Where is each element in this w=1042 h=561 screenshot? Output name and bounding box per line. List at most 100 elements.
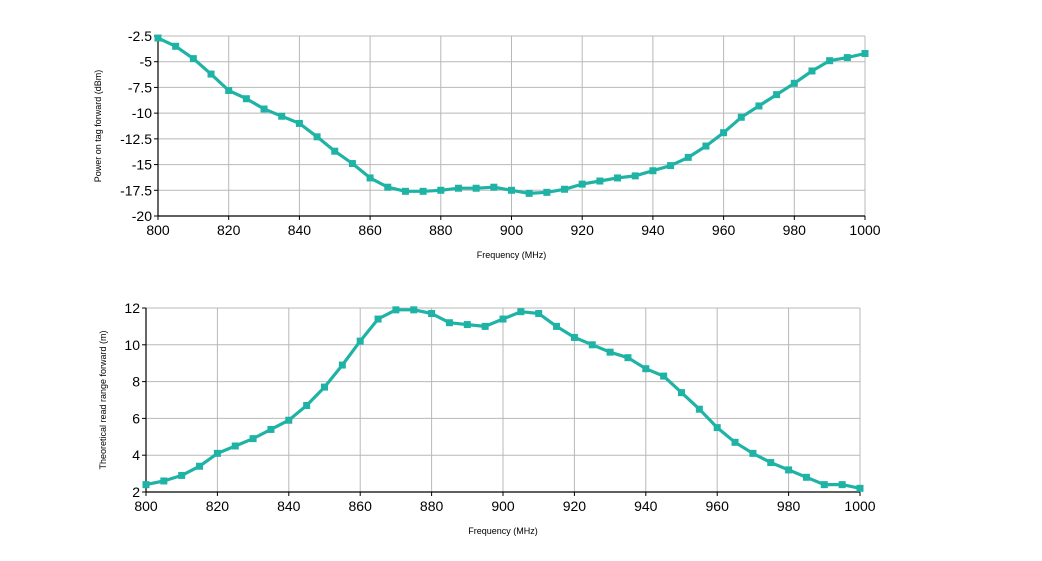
data-point (303, 402, 311, 410)
data-point (331, 147, 339, 155)
x-tick-label: 800 (134, 498, 158, 514)
data-point (313, 133, 321, 141)
data-point (588, 341, 596, 349)
data-point (348, 160, 356, 168)
y-tick-label: -2.5 (128, 28, 152, 44)
data-point (649, 167, 657, 175)
data-point (826, 57, 834, 65)
y-tick-label: -12.5 (120, 131, 152, 147)
y-tick-label: 2 (132, 484, 140, 500)
data-point (196, 462, 204, 470)
data-point (570, 333, 578, 341)
data-point (543, 188, 551, 196)
data-point (490, 183, 498, 191)
data-point (445, 319, 453, 327)
x-tick-label: 920 (571, 222, 595, 238)
x-tick-label: 980 (783, 222, 807, 238)
y-tick-label: -5 (140, 54, 153, 70)
data-point (773, 91, 781, 99)
data-point (553, 322, 561, 330)
data-point (454, 184, 462, 192)
data-point (631, 172, 639, 180)
data-point (684, 153, 692, 161)
data-point (154, 34, 162, 42)
data-point (755, 102, 763, 110)
x-tick-label: 880 (429, 222, 453, 238)
data-point (225, 87, 233, 95)
x-tick-label: 840 (277, 498, 301, 514)
y-tick-label: -17.5 (120, 182, 152, 198)
data-point (802, 473, 810, 481)
data-point (508, 186, 515, 194)
data-point (525, 189, 533, 197)
data-point (338, 361, 346, 369)
data-point (861, 49, 869, 57)
x-tick-label: 820 (206, 498, 230, 514)
data-point (472, 184, 480, 192)
chart-read-range: 800 820 840 860 880 900 920 940 960 980 1000 2 4 6 8 10… (98, 300, 876, 536)
data-point (401, 187, 409, 195)
data-point (720, 129, 728, 137)
x-tick-label: 960 (706, 498, 730, 514)
data-point (178, 471, 186, 479)
data-point (678, 389, 685, 397)
chart-power-on-tag: 800 820 840 860 880 900 920 940 960 980 1000 -2.5 -5… (93, 28, 881, 260)
y-axis-title: Power on tag forward (dBm) (93, 70, 103, 183)
x-tick-label: 980 (777, 498, 801, 514)
data-point (790, 79, 798, 87)
y-tick-label: -10 (132, 105, 152, 121)
data-point (713, 424, 721, 432)
data-point (606, 348, 614, 356)
data-point (437, 186, 445, 194)
x-tick-label: 800 (146, 222, 170, 238)
data-point (356, 337, 364, 345)
data-point (278, 112, 286, 120)
data-point (428, 310, 436, 318)
y-tick-label: 10 (124, 337, 140, 353)
y-axis-title: Theoretical read range forward (m) (98, 330, 108, 469)
x-tick-label: 840 (288, 222, 312, 238)
x-tick-label: 940 (641, 222, 665, 238)
data-point (392, 306, 400, 314)
data-point (481, 322, 489, 330)
data-point (295, 119, 303, 127)
x-tick-label: 860 (349, 498, 373, 514)
series-0 (142, 306, 864, 492)
x-axis-title: Frequency (MHz) (468, 526, 538, 536)
x-tick-label: 1000 (849, 222, 880, 238)
x-tick-label: 960 (712, 222, 736, 238)
data-point (596, 177, 604, 185)
y-tick-label: -7.5 (128, 79, 152, 95)
data-point (808, 67, 816, 75)
y-tick-label: 12 (124, 300, 140, 316)
data-point (820, 481, 828, 489)
data-point (189, 55, 197, 63)
data-point (517, 308, 525, 316)
data-point (843, 54, 851, 62)
data-point (213, 449, 221, 457)
y-tick-label: 6 (132, 410, 140, 426)
data-point (731, 438, 739, 446)
data-point (260, 105, 268, 113)
data-point (285, 416, 293, 424)
data-point (419, 187, 427, 195)
data-point (321, 383, 328, 391)
x-tick-label: 1000 (844, 498, 875, 514)
y-tick-label: -20 (132, 208, 152, 224)
data-point (578, 180, 586, 188)
data-point (172, 42, 180, 50)
x-tick-label: 900 (491, 498, 515, 514)
data-point (160, 477, 168, 485)
data-point (624, 354, 632, 362)
data-point (695, 405, 703, 413)
data-point (667, 162, 675, 170)
data-point (249, 435, 257, 443)
data-point (142, 481, 150, 489)
x-tick-label: 820 (217, 222, 241, 238)
x-tick-label: 920 (563, 498, 587, 514)
y-tick-label: 4 (132, 447, 140, 463)
data-point (660, 372, 668, 380)
data-point (410, 306, 418, 314)
data-point (231, 442, 239, 450)
